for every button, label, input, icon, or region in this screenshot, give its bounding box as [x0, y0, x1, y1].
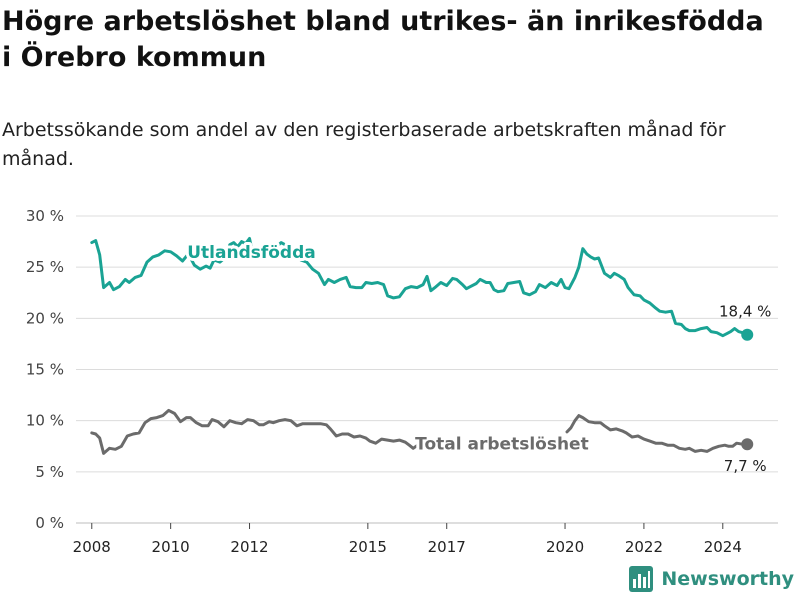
newsworthy-logo: Newsworthy — [629, 566, 794, 592]
series-line-utlandsf-dda — [90, 237, 749, 338]
series-line-total-arbetsl-shet — [90, 408, 749, 455]
chart-subtitle: Arbetssökande som andel av den registerb… — [2, 119, 726, 170]
line-chart: 0 %5 %10 %15 %20 %25 %30 % 2008 2010 2012 2… — [26, 207, 778, 556]
end-label-total-arbetsloshet: 7,7 % — [724, 457, 767, 475]
x-tick-label: 2024 — [704, 538, 742, 556]
x-tick-label: 2022 — [625, 538, 663, 556]
series-label-total-arbetsloshet: Total arbetslöshet — [415, 434, 589, 454]
y-tick-label: 5 % — [35, 463, 64, 481]
x-tick-label: 2010 — [152, 538, 190, 556]
y-tick-label: 30 % — [26, 207, 64, 225]
x-tick-label: 2017 — [428, 538, 466, 556]
newsworthy-logo-text: Newsworthy — [661, 568, 794, 590]
y-tick-label: 25 % — [26, 258, 64, 276]
y-tick-label: 20 % — [26, 309, 64, 327]
grid-lines — [76, 215, 778, 524]
series-label-utlandsfodda: Utlandsfödda — [187, 243, 316, 263]
y-axis: 0 % 5 % 10 % 15 % 20 % 25 % 30 % — [26, 207, 64, 532]
end-point-total-arbetsl-shet — [741, 438, 754, 451]
y-tick-label: 15 % — [26, 361, 64, 379]
end-label-utlandsfodda: 18,4 % — [719, 303, 771, 321]
x-tick-label: 2012 — [230, 538, 268, 556]
newsworthy-logo-icon — [629, 566, 654, 592]
series-lines — [90, 237, 754, 455]
x-tick-label: 2015 — [349, 538, 387, 556]
x-tick-label: 2020 — [546, 538, 584, 556]
chart-title: Högre arbetslöshet bland utrikes- än inr… — [2, 6, 764, 73]
x-axis: 2008 2010 2012 2015 2017 2020 2022 2024 — [73, 523, 742, 556]
end-point-utlandsf-dda — [741, 328, 754, 341]
series-labels: Utlandsfödda Total arbetslöshet 18,4 % 7,7 … — [184, 240, 771, 475]
y-tick-label: 0 % — [35, 514, 64, 532]
x-tick-label: 2008 — [73, 538, 111, 556]
y-tick-label: 10 % — [26, 412, 64, 430]
